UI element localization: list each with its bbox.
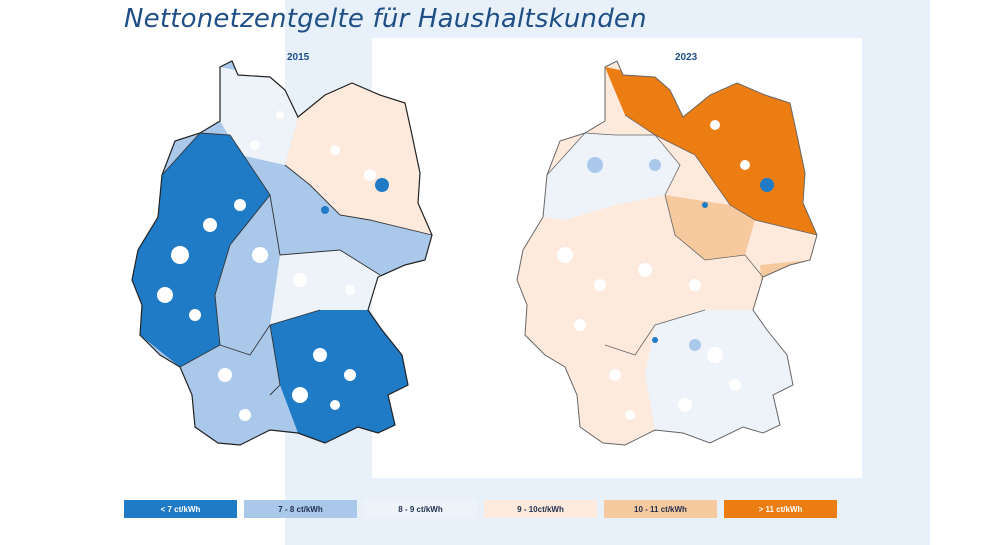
map-germany-2015	[131, 60, 433, 446]
legend-item: > 11 ct/kWh	[724, 500, 837, 518]
legend-item: 9 - 10ct/kWh	[484, 500, 597, 518]
legend-item: < 7 ct/kWh	[124, 500, 237, 518]
legend-item: 10 - 11 ct/kWh	[604, 500, 717, 518]
year-label-2015: 2015	[287, 52, 310, 63]
year-label-2023: 2023	[675, 52, 698, 63]
background-panel-right	[862, 0, 930, 545]
legend-item: 7 - 8 ct/kWh	[244, 500, 357, 518]
map-germany-2023	[516, 60, 818, 446]
legend-item: 8 - 9 ct/kWh	[364, 500, 477, 518]
page-title: Nettonetzentgelte für Haushaltskunden	[124, 4, 647, 34]
